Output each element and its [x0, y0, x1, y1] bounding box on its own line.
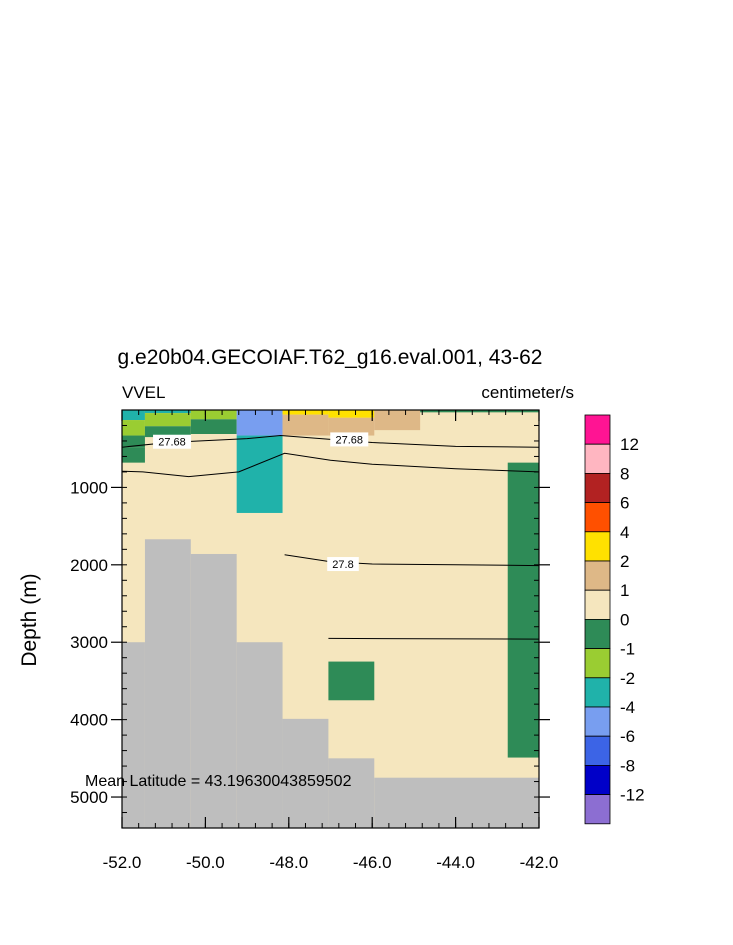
- axes: -52.0 -50.0 -48.0 -46.0 -44.0 -42.0 1000 2000 30…: [70, 409, 559, 872]
- x-tick-label: -50.0: [186, 853, 225, 872]
- colorbar-box-12: [584, 765, 611, 796]
- velocity-cell-8: [190, 419, 237, 434]
- colorbar-label: -12: [620, 786, 645, 805]
- variable-label: VVEL: [122, 383, 165, 402]
- contour-label-0: 27.68: [158, 437, 186, 449]
- colorbar-box-6: [584, 589, 611, 620]
- colorbar-box-10: [584, 706, 611, 737]
- y-tick-label: 5000: [70, 788, 108, 807]
- x-tick-label: -44.0: [436, 853, 475, 872]
- velocity-cell-18: [328, 661, 375, 701]
- colorbar-box-7: [584, 619, 611, 650]
- land-mask-5: [328, 758, 375, 828]
- contour-label-box-0: [153, 434, 192, 449]
- velocity-cell-5: [144, 413, 191, 427]
- colorbar-box-1: [584, 443, 611, 474]
- density-contour-3: [328, 637, 539, 640]
- colorbar-label: -2: [620, 669, 635, 688]
- velocity-cell-12: [282, 414, 329, 436]
- mean-latitude-annotation: Mean Latitude = 43.19630043859502: [85, 773, 352, 790]
- velocity-cell-4: [144, 410, 191, 414]
- colorbar-label: 4: [620, 523, 629, 542]
- x-tick-label: -52.0: [103, 853, 142, 872]
- colorbar-box-5: [584, 560, 611, 591]
- colorbar-label: -6: [620, 727, 635, 746]
- velocity-cell-7: [190, 410, 237, 420]
- colorbar-box-13: [584, 794, 611, 825]
- colorbar: 12 8 6 4 2 1 0 -1 -2 -4 -6 -8 -12: [584, 414, 645, 825]
- colorbar-label: -1: [620, 640, 635, 659]
- density-contour-1: [122, 452, 539, 478]
- land-mask-2: [190, 553, 237, 828]
- velocity-cell-15: [374, 410, 421, 431]
- velocity-cell-19: [507, 462, 539, 758]
- colorbar-label: 6: [620, 494, 629, 513]
- colorbar-label: 8: [620, 464, 629, 483]
- colorbar-box-8: [584, 648, 611, 679]
- y-tick-label: 4000: [70, 711, 108, 730]
- colorbar-box-3: [584, 502, 611, 533]
- plot-frame: [121, 409, 540, 829]
- y-tick-label: 2000: [70, 556, 108, 575]
- land-mask-3: [236, 642, 283, 828]
- velocity-cell-9: [236, 410, 283, 436]
- x-tick-label: -42.0: [520, 853, 559, 872]
- land-mask-4: [282, 718, 329, 828]
- contour-label-1: 27.68: [335, 434, 363, 446]
- colorbar-label: 1: [620, 581, 629, 600]
- plot-content: 27.68 27.68 27.8: [122, 410, 539, 828]
- velocity-cell-16: [420, 410, 508, 413]
- velocity-cell-2: [122, 435, 145, 448]
- velocity-cell-10: [236, 435, 283, 513]
- y-tick-label: 3000: [70, 633, 108, 652]
- contour-label-2: 27.8: [332, 559, 353, 571]
- colorbar-label: 12: [620, 435, 639, 454]
- velocity-cell-14: [328, 417, 375, 436]
- land-mask-6: [374, 777, 539, 828]
- colorbar-box-9: [584, 677, 611, 708]
- x-tick-label: -48.0: [269, 853, 308, 872]
- land-mask-0: [122, 642, 145, 828]
- density-contour-2: [284, 554, 539, 567]
- units-label: centimeter/s: [481, 383, 574, 402]
- colorbar-box-2: [584, 472, 611, 503]
- contour-label-box-2: [327, 557, 359, 572]
- velocity-cell-3: [122, 447, 145, 463]
- colorbar-label: -4: [620, 698, 635, 717]
- chart-title: g.e20b04.GECOIAF.T62_g16.eval.001, 43-62: [118, 346, 543, 369]
- colorbar-box-4: [584, 531, 611, 562]
- y-axis-label: Depth (m): [18, 573, 41, 666]
- velocity-cell-1: [122, 420, 145, 436]
- colorbar-label: 2: [620, 552, 629, 571]
- plot-area: 27.68 27.68 27.8: [122, 410, 539, 828]
- velocity-cell-0: [122, 410, 145, 421]
- x-tick-label: -46.0: [353, 853, 392, 872]
- velocity-cell-17: [507, 410, 539, 413]
- contour-label-box-1: [330, 432, 369, 447]
- land-mask-1: [144, 539, 191, 828]
- colorbar-box-11: [584, 735, 611, 766]
- velocity-cell-6: [144, 426, 191, 438]
- velocity-cell-13: [328, 410, 375, 418]
- colorbar-label: 0: [620, 610, 629, 629]
- colorbar-box-0: [584, 414, 611, 445]
- colorbar-label: -8: [620, 756, 635, 775]
- y-tick-label: 1000: [70, 478, 108, 497]
